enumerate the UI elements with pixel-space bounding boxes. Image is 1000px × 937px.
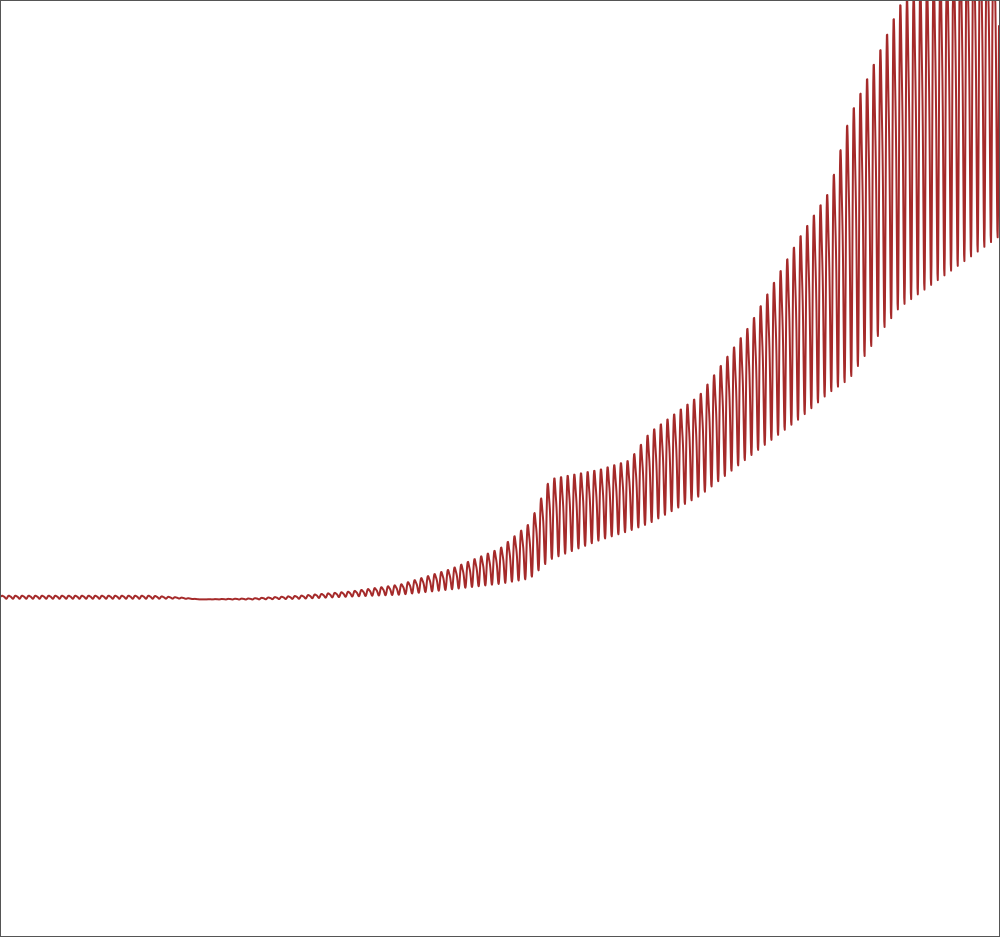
series-layer — [1, 1, 999, 601]
series-line-0 — [1, 1, 999, 601]
